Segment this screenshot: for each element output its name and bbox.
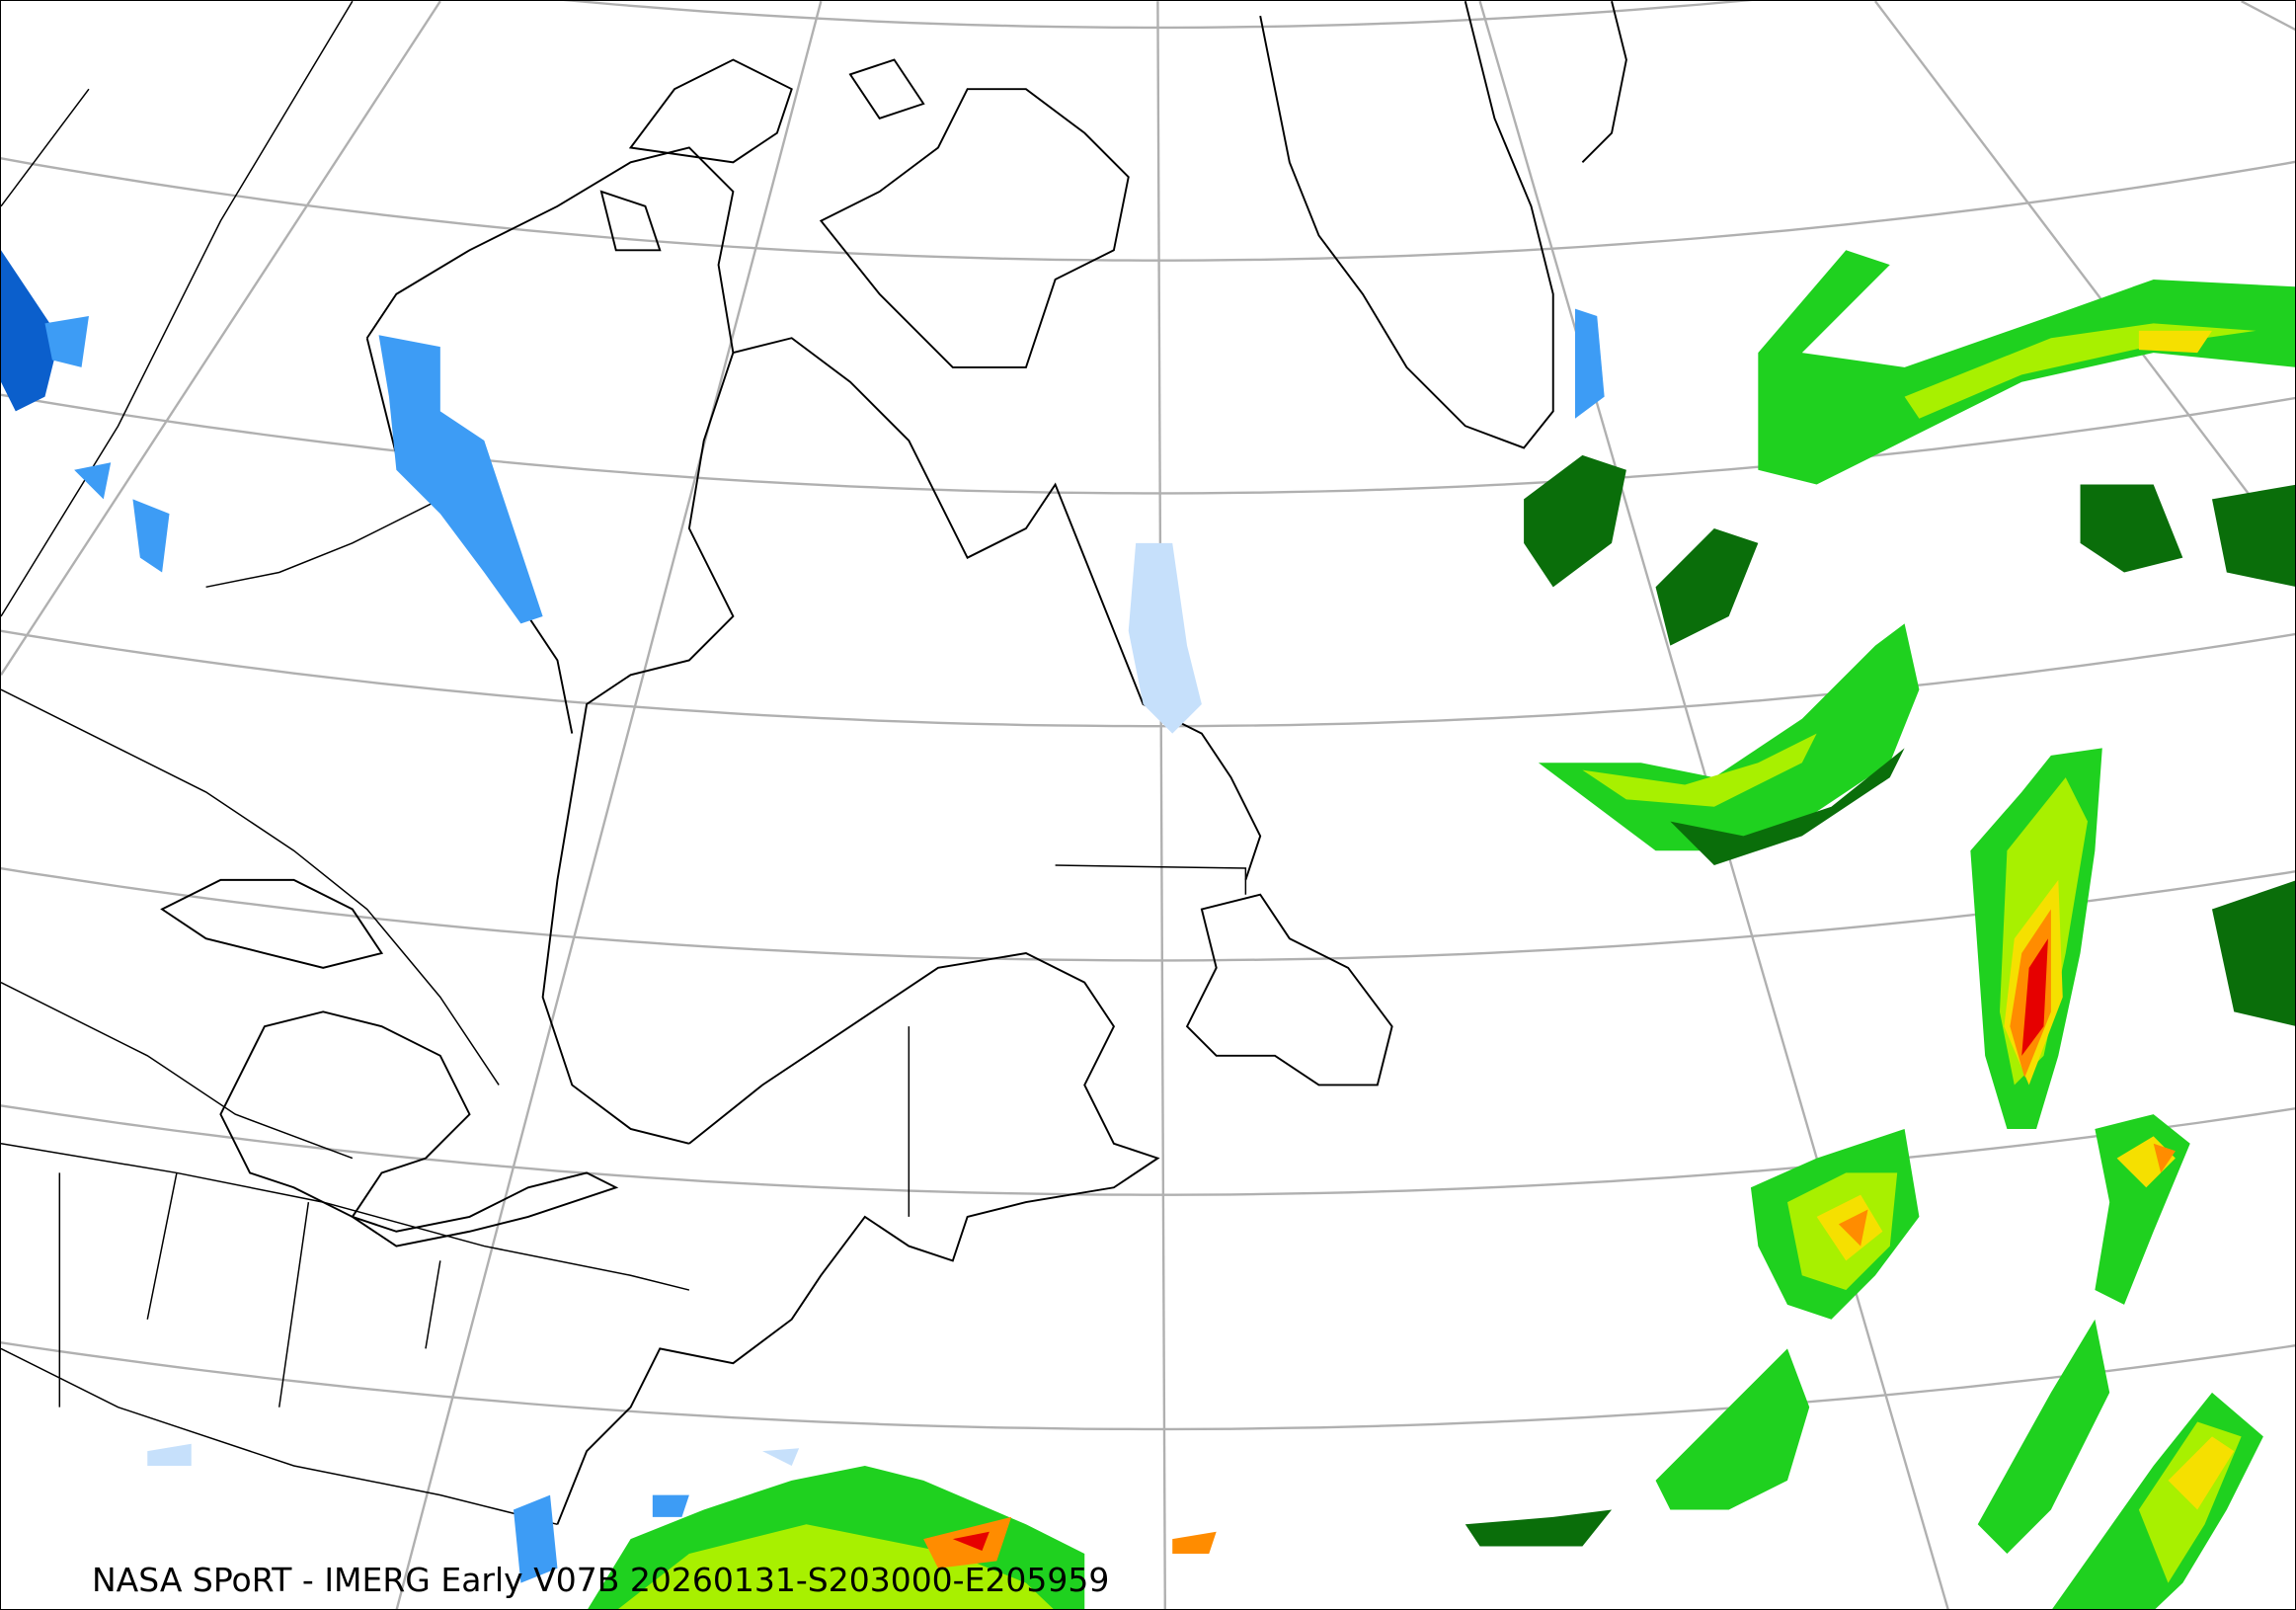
- map-caption: NASA SPoRT - IMERG Early V07B 20260131-S…: [92, 1561, 1110, 1599]
- rain-band-mid: [1538, 623, 1920, 851]
- latitude-line: [1, 1104, 2295, 1196]
- baffin-island: [819, 88, 1130, 368]
- latitude-line: [1, 393, 2295, 495]
- newfoundland: [1185, 893, 1393, 1087]
- political-borders: [1, 1, 1247, 1526]
- latitude-line: [1, 1341, 2295, 1431]
- longitude-line: [1874, 1, 2295, 557]
- snow-band-hudson: [378, 335, 543, 624]
- greenland-east-coast: [1581, 1, 1627, 163]
- greenland-coast: [1259, 1, 1554, 449]
- labrador-coast: [733, 337, 1262, 881]
- arctic-islands: [599, 58, 925, 252]
- coastlines: [160, 1, 1627, 1525]
- longitude-line: [1156, 1, 1166, 1609]
- hudson-bay-coast: [365, 146, 735, 1145]
- snow-band-west: [1, 250, 60, 412]
- latitude-line: [1, 629, 2295, 728]
- precipitation-rain: [588, 250, 2295, 1609]
- latitude-line: [1, 157, 2295, 262]
- latitude-line: [1, 866, 2295, 962]
- gulf-st-lawrence: [556, 952, 1160, 1525]
- latitude-line: [563, 1, 1753, 30]
- great-lakes: [219, 1010, 619, 1248]
- longitude-line: [1, 1, 441, 676]
- longitude-line: [2241, 1, 2295, 32]
- lake-superior: [160, 878, 384, 969]
- longitude-line: [395, 1, 823, 1609]
- precipitation-snow: [1, 250, 1605, 1583]
